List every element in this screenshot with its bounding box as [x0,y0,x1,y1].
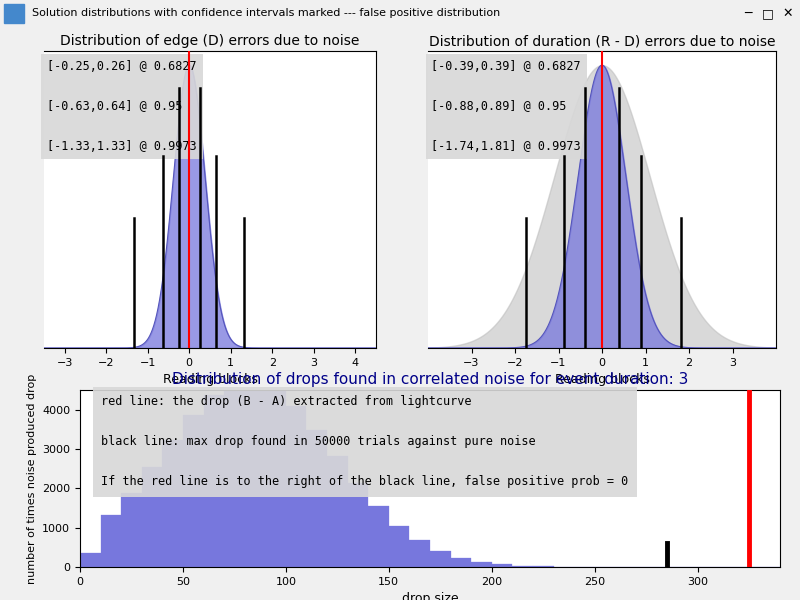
Bar [286,406,306,567]
Bar [471,562,492,567]
Text: [-0.25,0.26] @ 0.6827

[-0.63,0.64] @ 0.95

[-1.33,1.33] @ 0.9973: [-0.25,0.26] @ 0.6827 [-0.63,0.64] @ 0.9… [47,60,197,153]
Bar [121,493,142,567]
Bar [183,415,203,567]
Bar [162,440,183,567]
Title: Distribution of drops found in correlated noise for event duration: 3: Distribution of drops found in correlate… [172,373,688,388]
Bar [4,4,24,23]
Bar [348,483,368,567]
Bar [368,506,389,567]
Bar [512,566,533,567]
Bar [101,515,121,567]
Bar [450,558,471,567]
Bar [430,551,450,567]
Text: red line: the drop (B - A) extracted from lightcurve

black line: max drop found: red line: the drop (B - A) extracted fro… [101,395,628,488]
Text: [-0.39,0.39] @ 0.6827

[-0.88,0.89] @ 0.95

[-1.74,1.81] @ 0.9973: [-0.39,0.39] @ 0.6827 [-0.88,0.89] @ 0.9… [431,60,581,153]
Text: Solution distributions with confidence intervals marked --- false positive distr: Solution distributions with confidence i… [32,8,500,19]
Y-axis label: number of times noise produced drop: number of times noise produced drop [26,373,37,584]
Bar [203,395,224,567]
Title: Distribution of duration (R - D) errors due to noise: Distribution of duration (R - D) errors … [429,34,775,49]
Bar [389,526,410,567]
Bar [306,430,327,567]
Bar [245,380,266,567]
Title: Distribution of edge (D) errors due to noise: Distribution of edge (D) errors due to n… [60,34,360,49]
X-axis label: Reading blocks: Reading blocks [554,373,650,386]
Text: ✕: ✕ [782,7,794,20]
X-axis label: drop size: drop size [402,592,458,600]
Bar [492,565,512,567]
Text: □: □ [762,7,774,20]
Bar [142,467,162,567]
Bar [224,383,245,567]
Text: ─: ─ [744,7,752,20]
Bar [266,389,286,567]
Bar [327,457,348,567]
Bar [410,541,430,567]
X-axis label: Reading blocks: Reading blocks [162,373,258,386]
Bar [80,553,101,567]
